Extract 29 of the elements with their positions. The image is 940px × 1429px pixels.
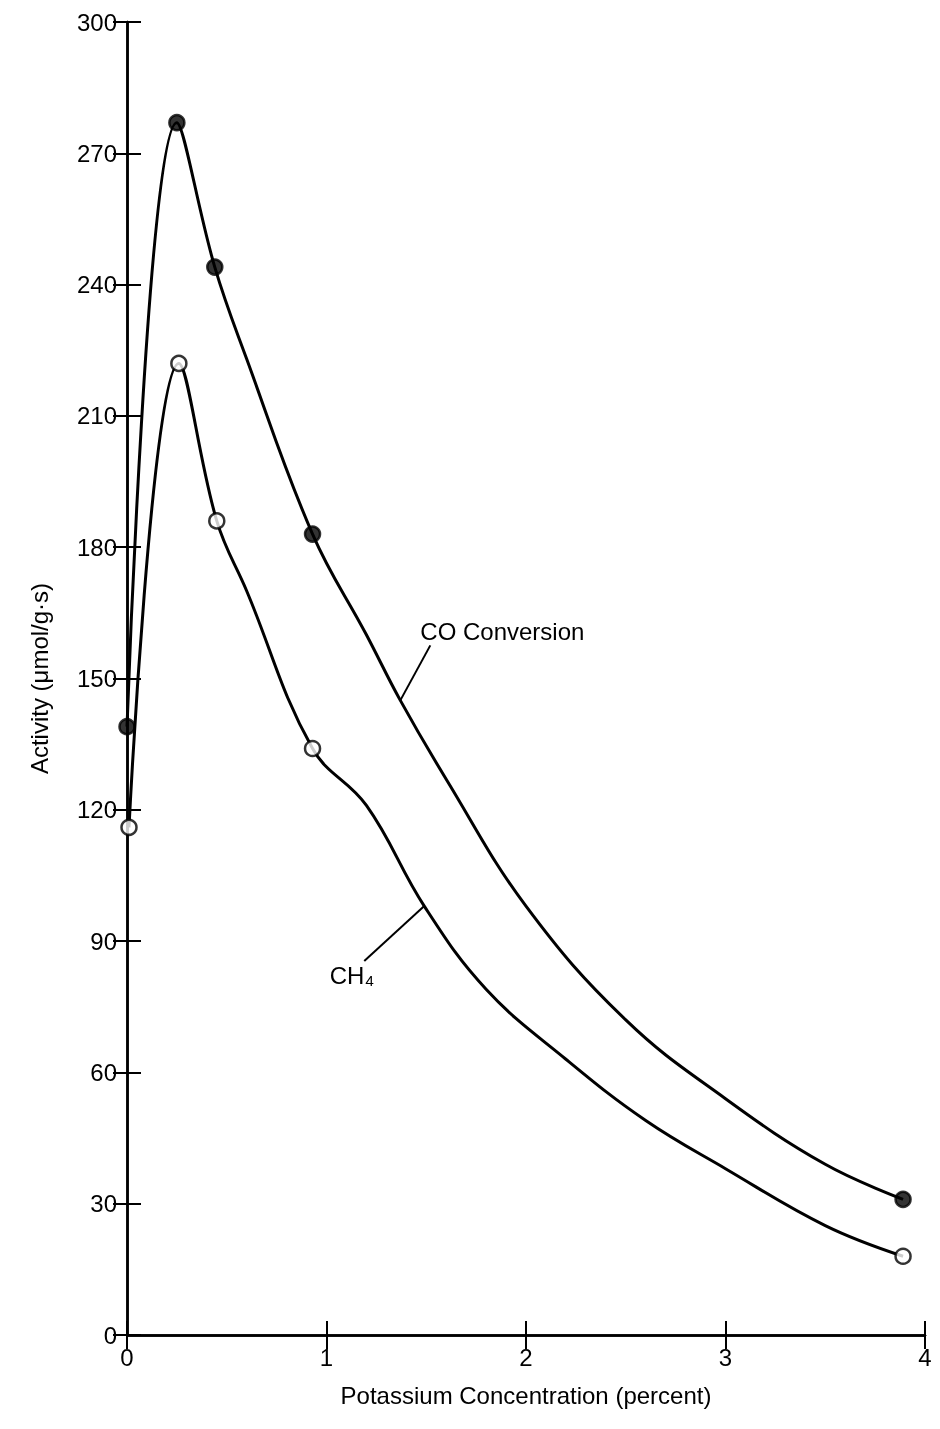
point (168, 113, 186, 132)
y-tick-label: 90 (90, 927, 117, 955)
y-tick-label: 240 (76, 271, 117, 299)
point (894, 1190, 912, 1209)
x-tick-label: 2 (519, 1343, 533, 1371)
y-tick-label: 210 (76, 402, 117, 430)
x-tick-label: 1 (319, 1343, 334, 1371)
point (118, 717, 136, 736)
point (208, 512, 226, 530)
y-tick-label: 120 (76, 796, 117, 824)
y-axis-title: Activity (μmol/g·s) (25, 582, 53, 775)
point (303, 739, 322, 758)
annotation: CO Conversion (420, 617, 585, 645)
y-tick-label: 150 (76, 665, 117, 692)
annotation: CH₄ (329, 961, 375, 989)
y-tick-label: 60 (90, 1058, 117, 1086)
point (206, 258, 224, 276)
x-tick-label: 0 (120, 1343, 134, 1371)
y-tick-label: 300 (76, 8, 117, 36)
point (170, 354, 188, 373)
point (894, 1247, 912, 1265)
x-tick-label: 3 (718, 1343, 733, 1371)
y-tick-label: 180 (76, 533, 117, 561)
x-axis-title: Potassium Concentration (percent) (340, 1381, 712, 1409)
point (303, 525, 322, 543)
y-tick-label: 30 (90, 1190, 117, 1218)
point (120, 818, 138, 837)
y-tick-label: 270 (76, 139, 117, 167)
x-tick-label: 4 (918, 1343, 932, 1371)
